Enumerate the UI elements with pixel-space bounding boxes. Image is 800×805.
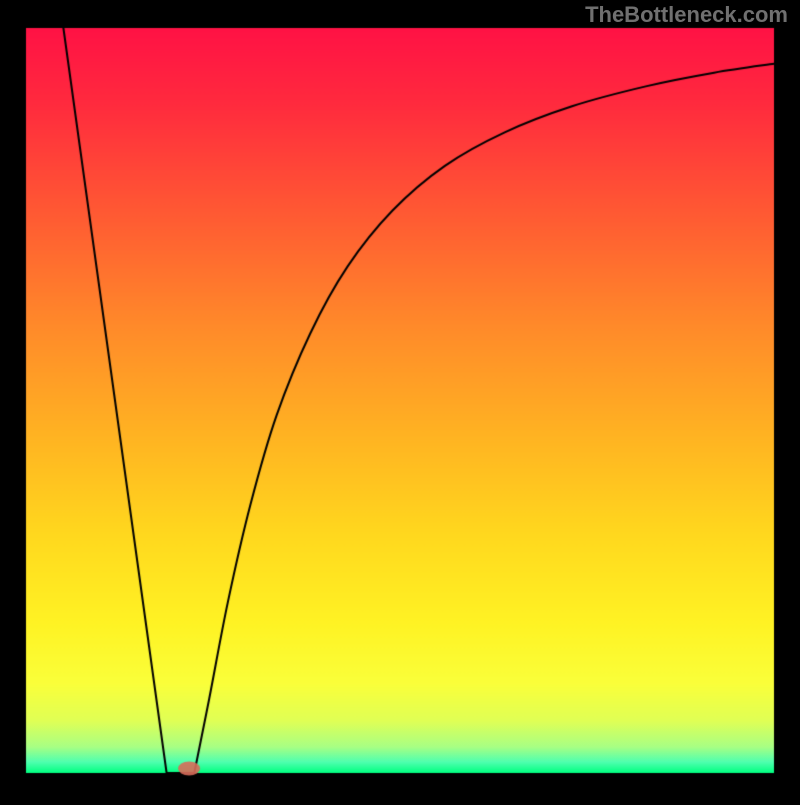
chart-container [0,0,800,805]
bottleneck-chart [0,0,800,800]
watermark-text: TheBottleneck.com [585,2,788,28]
